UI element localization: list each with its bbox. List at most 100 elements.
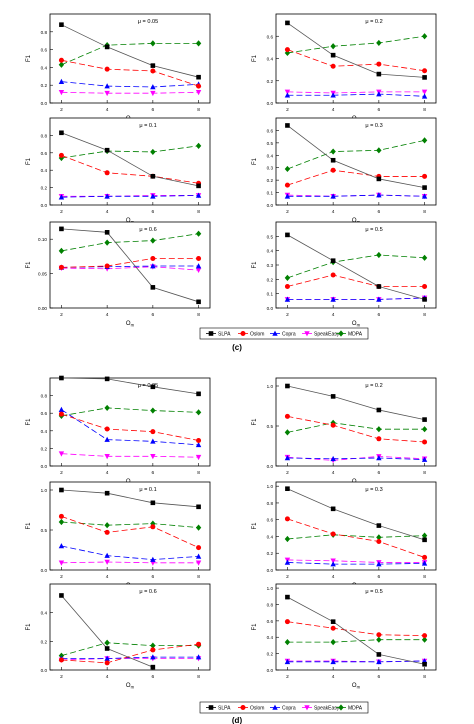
point-copra (421, 456, 428, 462)
y-axis-label: F1 (26, 418, 32, 426)
point-speakeasy (421, 89, 428, 95)
point-copra (376, 296, 382, 302)
y-axis-label: F1 (26, 623, 32, 631)
series-line-copra (61, 195, 199, 198)
x-tick-label: 4 (106, 312, 109, 318)
section-c-label: (c) (232, 343, 242, 352)
point-oslom (422, 554, 428, 560)
series-copra (284, 192, 428, 199)
series-line-mdpa (61, 233, 199, 252)
point-slpa (330, 394, 336, 399)
point-slpa (422, 417, 427, 422)
y-tick-label: 0.1 (267, 191, 274, 196)
series-oslom (284, 619, 428, 639)
y-tick-label: 0.4 (41, 65, 48, 70)
point-speakeasy (58, 560, 65, 566)
series-line-copra (61, 545, 199, 561)
point-mdpa (284, 165, 291, 173)
y-tick-label: 0.0 (41, 568, 48, 573)
point-oslom (330, 167, 336, 173)
point-slpa (104, 44, 110, 50)
y-tick-label: 0.8 (267, 602, 274, 607)
series-oslom (58, 57, 202, 89)
point-oslom (330, 272, 336, 278)
point-slpa (376, 652, 382, 657)
series-slpa (59, 487, 201, 510)
series-line-mdpa (287, 139, 425, 170)
panel-3: 0.00.20.40.60.82468F1Omμ = 0.1 (26, 117, 211, 225)
panel-6: 0.0 0.1 0.2 0.3 0.4 0.5 2 4 6 8 F1 Om μ = 0.5 (252, 221, 437, 328)
point-copra (58, 194, 65, 200)
y-tick-label: 0.6 (41, 48, 48, 53)
y-tick-label: 0.2 (41, 186, 48, 191)
point-oslom (104, 263, 110, 269)
point-copra (104, 552, 110, 558)
series-line-oslom (61, 413, 199, 441)
x-tick-label: 6 (152, 209, 155, 215)
point-slpa (422, 75, 427, 80)
point-copra (376, 192, 382, 198)
point-mdpa (58, 518, 65, 526)
point-slpa (196, 504, 201, 510)
legend-label-speakeasy: SpeakEasy (314, 331, 340, 337)
point-speakeasy (58, 451, 65, 457)
x-tick-label: 2 (286, 312, 289, 318)
y-tick-label: 0.3 (267, 263, 274, 268)
y-tick-label: 0.0 (41, 668, 48, 673)
x-axis-label: Om (126, 683, 135, 690)
series-line-slpa (61, 132, 199, 187)
x-tick-label: 4 (106, 574, 109, 580)
point-mdpa (150, 520, 156, 527)
plot-frame (49, 117, 211, 206)
plot-frame (49, 583, 211, 671)
point-copra (376, 561, 382, 567)
point-slpa (422, 661, 427, 667)
x-tick-label: 2 (60, 574, 63, 580)
y-axis-label: F1 (252, 261, 258, 269)
series-mdpa (58, 230, 202, 254)
point-slpa (59, 130, 64, 136)
point-oslom (284, 47, 290, 53)
y-tick-label: 0.8 (267, 501, 274, 506)
y-tick-label: 0.0 (41, 464, 48, 469)
x-tick-label: 2 (286, 574, 289, 580)
series-line-speakeasy (61, 91, 199, 94)
point-mdpa (376, 147, 382, 154)
point-oslom (150, 524, 156, 530)
panel-7: 0.00.20.40.60.82468F1Omμ = 0.05 (26, 375, 211, 486)
point-oslom (58, 657, 64, 663)
point-mdpa (330, 148, 336, 155)
point-mdpa (150, 642, 156, 649)
series-slpa (285, 383, 427, 422)
point-oslom (422, 284, 428, 289)
point-copra (195, 654, 202, 660)
point-slpa (376, 284, 382, 289)
panel-title: μ = 0.05 (138, 19, 159, 25)
series-line-mdpa (287, 422, 425, 433)
point-oslom (196, 255, 202, 261)
point-oslom (284, 413, 290, 419)
y-tick-label: 0.0 (267, 568, 274, 573)
series-slpa (285, 123, 427, 190)
series-line-slpa (287, 125, 425, 188)
x-tick-label: 8 (197, 674, 200, 680)
point-slpa (59, 593, 64, 598)
point-oslom (284, 619, 290, 625)
point-mdpa (284, 429, 291, 436)
point-slpa (285, 123, 290, 128)
point-mdpa (421, 137, 428, 144)
legend-label-copra: Copra (282, 331, 296, 337)
point-slpa (285, 486, 290, 492)
series-line-mdpa (287, 639, 425, 643)
point-copra (330, 455, 336, 462)
point-copra (195, 263, 202, 269)
point-copra (195, 192, 202, 198)
y-axis-label: F1 (252, 418, 258, 426)
point-copra (376, 455, 382, 461)
y-tick-label: 0.0 (267, 464, 274, 469)
x-tick-label: 2 (60, 107, 63, 113)
series-line-mdpa (287, 35, 425, 54)
y-tick-label: 0.2 (41, 446, 48, 451)
